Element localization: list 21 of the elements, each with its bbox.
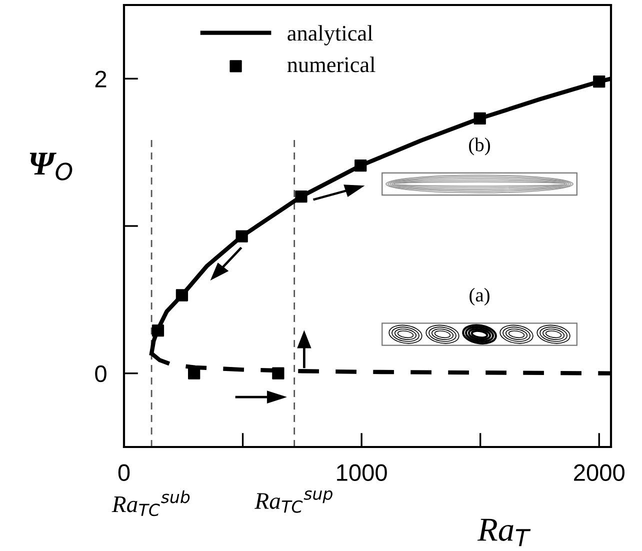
y-tick-label: 2 <box>95 70 106 88</box>
annotation: (b) <box>469 138 490 156</box>
point <box>354 160 367 172</box>
point <box>295 190 308 203</box>
x-tick-label: 1000 <box>337 464 387 482</box>
x-tick-label: 2000 <box>574 464 624 482</box>
y-axis-title: Ψ$_{O}$ <box>30 152 72 180</box>
x-axis-title: Ra$_{T}$ <box>477 518 531 546</box>
point <box>474 112 486 125</box>
point <box>272 367 284 380</box>
point <box>188 367 200 380</box>
point <box>593 76 606 88</box>
point <box>176 289 188 302</box>
ref-line-label: Ra$_{TC}$$^{sub}$ <box>112 490 190 516</box>
point <box>152 324 164 337</box>
legend-label: numerical <box>287 56 376 72</box>
annotation: (a) <box>470 288 490 306</box>
point <box>236 230 248 242</box>
ref-line-label: Ra$_{TC}$$^{sup}$ <box>254 490 332 513</box>
legend-label: analytical <box>288 25 373 46</box>
x-tick-label: 0 <box>118 464 130 482</box>
